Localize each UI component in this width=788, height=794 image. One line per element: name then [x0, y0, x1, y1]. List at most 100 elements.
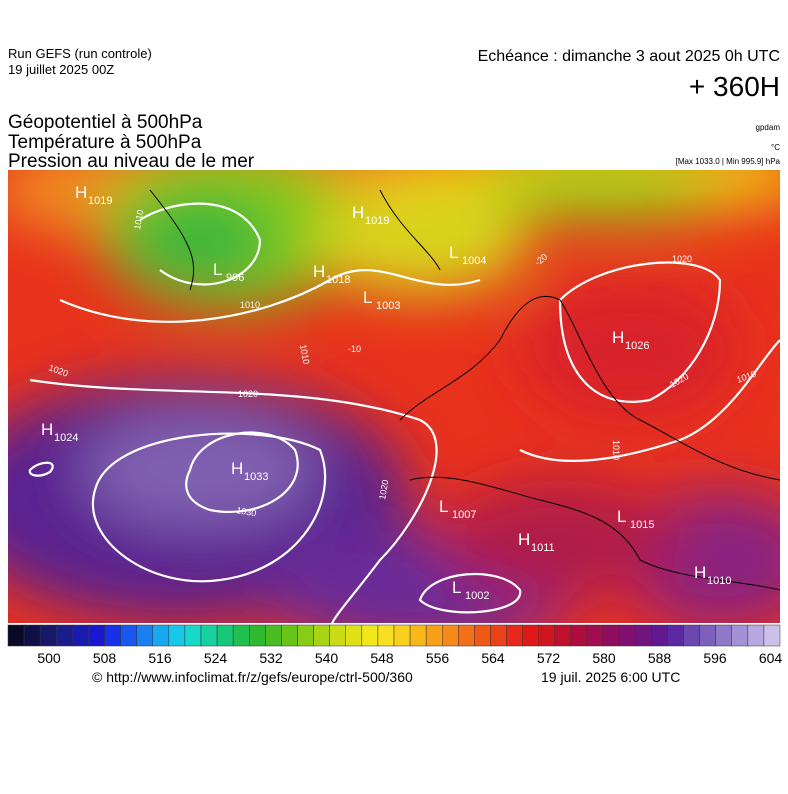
- colorbar-swatch: [104, 624, 121, 647]
- run-label: Run GEFS (run controle): [8, 46, 152, 61]
- colorbar-swatch: [120, 624, 137, 647]
- colorbar-swatch: [490, 624, 507, 647]
- colorbar-swatch: [72, 624, 89, 647]
- pressure-center-value: 1010: [707, 575, 731, 587]
- colorbar-swatch: [747, 624, 765, 647]
- colorbar-swatch: [216, 624, 234, 647]
- pressure-center-kind: H: [313, 262, 325, 281]
- pressure-center-value: 1007: [452, 509, 476, 521]
- pressure-center-value: 1019: [365, 215, 389, 227]
- colorbar-swatch: [23, 624, 41, 647]
- pressure-center-value: 1019: [88, 195, 112, 207]
- pressure-center-value: 1033: [244, 471, 268, 483]
- colorbar-swatch: [184, 624, 202, 647]
- isobar-label: 1020: [238, 389, 258, 399]
- isobar-label: 1030: [236, 505, 257, 518]
- pressure-center-kind: L: [363, 288, 372, 307]
- field-label: Géopotentiel à 500hPa: [8, 112, 203, 133]
- source-url: © http://www.infoclimat.fr/z/gefs/europe…: [92, 669, 413, 685]
- pressure-center-kind: L: [439, 497, 448, 516]
- colorbar-tick-label: 524: [204, 650, 228, 666]
- colorbar-swatch: [168, 624, 186, 647]
- colorbar-swatch: [667, 624, 684, 647]
- lead-time: + 360H: [689, 71, 780, 102]
- pressure-center-value: 996: [226, 272, 244, 284]
- colorbar-swatch: [232, 624, 250, 647]
- colorbar-swatch: [683, 624, 700, 647]
- colorbar-swatch: [618, 624, 636, 647]
- colorbar-tick-label: 508: [93, 650, 117, 666]
- pressure-center-value: 1026: [625, 340, 649, 352]
- pressure-center-value: 1024: [54, 432, 78, 444]
- colorbar-tick-label: 572: [537, 650, 561, 666]
- colorbar-swatch: [506, 624, 523, 647]
- colorbar-tick-label: 500: [37, 650, 61, 666]
- colorbar-swatch: [474, 624, 491, 647]
- colorbar-swatch: [635, 624, 652, 647]
- pressure-center-kind: H: [352, 203, 364, 222]
- colorbar-swatch: [763, 624, 781, 647]
- pressure-center-kind: H: [231, 459, 243, 478]
- colorbar-swatch: [409, 624, 427, 647]
- colorbar-swatch: [731, 624, 749, 647]
- colorbar-swatch: [200, 624, 218, 647]
- pressure-center-kind: H: [694, 563, 706, 582]
- pressure-center-kind: L: [213, 260, 222, 279]
- isobar-label: 1010: [132, 209, 145, 230]
- colorbar-tick-label: 580: [592, 650, 616, 666]
- pressure-center-kind: H: [41, 420, 53, 439]
- isobar-label: 1020: [672, 254, 692, 264]
- colorbar-swatch: [249, 624, 266, 647]
- colorbar-swatch: [297, 624, 314, 647]
- colorbar-tick-label: 516: [148, 650, 172, 666]
- colorbar-swatch: [345, 624, 363, 647]
- colorbar-swatch: [281, 624, 298, 647]
- forecast-time: Echéance : dimanche 3 aout 2025 0h UTC: [478, 48, 780, 65]
- colorbar-swatch: [586, 624, 604, 647]
- isobar-label: 1010: [298, 344, 311, 365]
- pressure-center-value: 1018: [326, 274, 350, 286]
- colorbar-swatch: [88, 624, 105, 647]
- colorbar-swatch: [265, 624, 282, 647]
- isobar-label: 1010: [611, 440, 621, 460]
- pressure-center-kind: L: [617, 507, 626, 526]
- colorbar-swatch: [152, 624, 170, 647]
- pressure-center-value: 1004: [462, 255, 486, 267]
- unit-label: °C: [771, 143, 780, 152]
- colorbar-tick-label: 556: [426, 650, 450, 666]
- colorbar-swatch: [458, 624, 475, 647]
- isobar-label: 1010: [240, 300, 260, 310]
- run-date: 19 juillet 2025 00Z: [8, 62, 114, 77]
- pressure-center-kind: L: [452, 578, 461, 597]
- colorbar-swatch: [715, 624, 733, 647]
- colorbar-swatch: [442, 624, 459, 647]
- colorbar-tick-label: 540: [315, 650, 339, 666]
- field-label: Pression au niveau de le mer: [8, 151, 255, 172]
- colorbar-swatch: [313, 624, 330, 647]
- isobar-label: 1020: [377, 479, 390, 500]
- pressure-center-kind: L: [449, 243, 458, 262]
- colorbar-swatch: [425, 624, 443, 647]
- colorbar-swatch: [602, 624, 620, 647]
- unit-label: gpdam: [756, 123, 781, 132]
- pressure-center-kind: H: [518, 530, 530, 549]
- colorbar-swatch: [570, 624, 588, 647]
- colorbar-swatch: [393, 624, 411, 647]
- pressure-center-kind: H: [75, 183, 87, 202]
- colorbar-swatch: [538, 624, 556, 647]
- colorbar-tick-label: 588: [648, 650, 672, 666]
- colorbar-swatch: [56, 624, 73, 647]
- unit-label: [Max 1033.0 | Min 995.9] hPa: [676, 157, 781, 166]
- pressure-center-value: 1015: [630, 519, 654, 531]
- colorbar-tick-label: 596: [703, 650, 727, 666]
- colorbar-swatch: [136, 624, 154, 647]
- colorbar-tick-label: 548: [370, 650, 394, 666]
- isobar-label: -10: [348, 344, 361, 354]
- colorbar-swatch: [361, 624, 379, 647]
- pressure-center-kind: H: [612, 328, 624, 347]
- field-label: Température à 500hPa: [8, 132, 202, 153]
- colorbar-swatch: [39, 624, 57, 647]
- issued-time: 19 juil. 2025 6:00 UTC: [541, 669, 680, 685]
- colorbar-swatch: [7, 624, 25, 647]
